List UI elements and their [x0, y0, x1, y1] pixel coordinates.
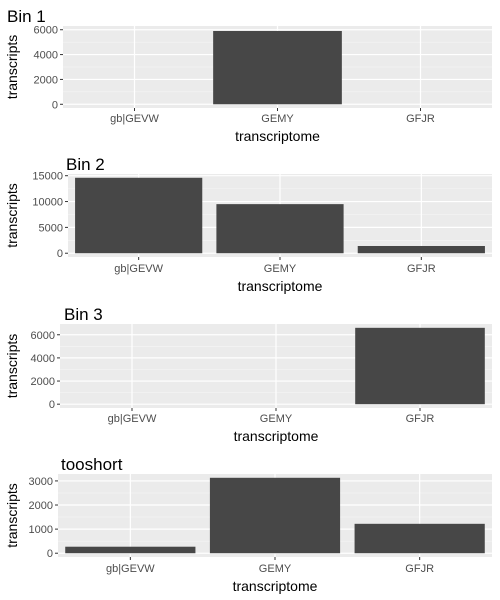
bar — [355, 327, 485, 405]
chart-title: tooshort — [61, 455, 123, 474]
bar — [75, 177, 203, 254]
chart-title: Bin 3 — [64, 305, 103, 324]
y-axis-label: transcripts — [4, 35, 20, 100]
y-axis-label: transcripts — [4, 183, 20, 248]
bar — [209, 477, 341, 554]
chart-panel-4: 0 1000 2000 3000 gb|GEVW GEMY GFJR tooshort tran… — [4, 455, 492, 594]
x-axis-label: transcriptome — [233, 578, 318, 594]
bar — [65, 546, 196, 554]
x-tick-label: gb|GEVW — [108, 413, 157, 425]
bar — [213, 30, 342, 105]
chart-panel-1: 0 2000 4000 6000 gb|GEVW GEMY GFJR Bin 1 transcr… — [4, 7, 492, 144]
x-tick-label: gb|GEVW — [106, 563, 155, 575]
chart-panel-3: 0 2000 4000 6000 gb|GEVW GEMY GFJR Bin 3 transcr… — [4, 305, 492, 444]
y-tick-label: 6000 — [31, 330, 55, 342]
x-tick-label: gb|GEVW — [110, 113, 159, 125]
y-tick-label: 10000 — [32, 197, 63, 209]
y-tick-label: 15000 — [32, 171, 63, 183]
chart-title: Bin 2 — [66, 155, 105, 174]
y-tick-label: 1000 — [29, 524, 53, 536]
bar — [216, 204, 344, 254]
x-axis-label: transcriptome — [238, 278, 323, 294]
y-tick-label: 4000 — [31, 353, 55, 365]
y-tick-label: 2000 — [29, 500, 53, 512]
y-tick-label: 2000 — [34, 74, 58, 86]
y-tick-label: 6000 — [34, 25, 58, 37]
bar — [357, 245, 485, 254]
y-axis-label: transcripts — [4, 334, 20, 399]
y-tick-label: 3000 — [29, 476, 53, 488]
y-axis-label: transcripts — [4, 483, 20, 548]
x-axis-label: transcriptome — [234, 428, 319, 444]
y-tick-label: 0 — [49, 399, 55, 411]
x-tick-label: GEMY — [261, 113, 294, 125]
bar — [354, 523, 485, 554]
x-tick-label: GFJR — [405, 563, 434, 575]
x-tick-label: GEMY — [259, 563, 292, 575]
x-tick-label: GFJR — [407, 263, 436, 275]
chart-title: Bin 1 — [7, 7, 46, 26]
y-tick-label: 0 — [47, 548, 53, 560]
x-tick-label: GEMY — [260, 413, 293, 425]
x-tick-label: GFJR — [406, 413, 435, 425]
y-tick-label: 0 — [57, 248, 63, 260]
x-tick-label: GEMY — [264, 263, 297, 275]
x-tick-label: GFJR — [406, 113, 435, 125]
y-tick-label: 5000 — [39, 222, 63, 234]
x-tick-label: gb|GEVW — [114, 263, 163, 275]
y-tick-label: 2000 — [31, 376, 55, 388]
y-tick-label: 4000 — [34, 50, 58, 62]
y-tick-label: 0 — [52, 99, 58, 111]
chart-panel-2: 0 5000 10000 15000 gb|GEVW GEMY GFJR Bin 2 trans… — [4, 155, 492, 294]
x-axis-label: transcriptome — [235, 128, 320, 144]
